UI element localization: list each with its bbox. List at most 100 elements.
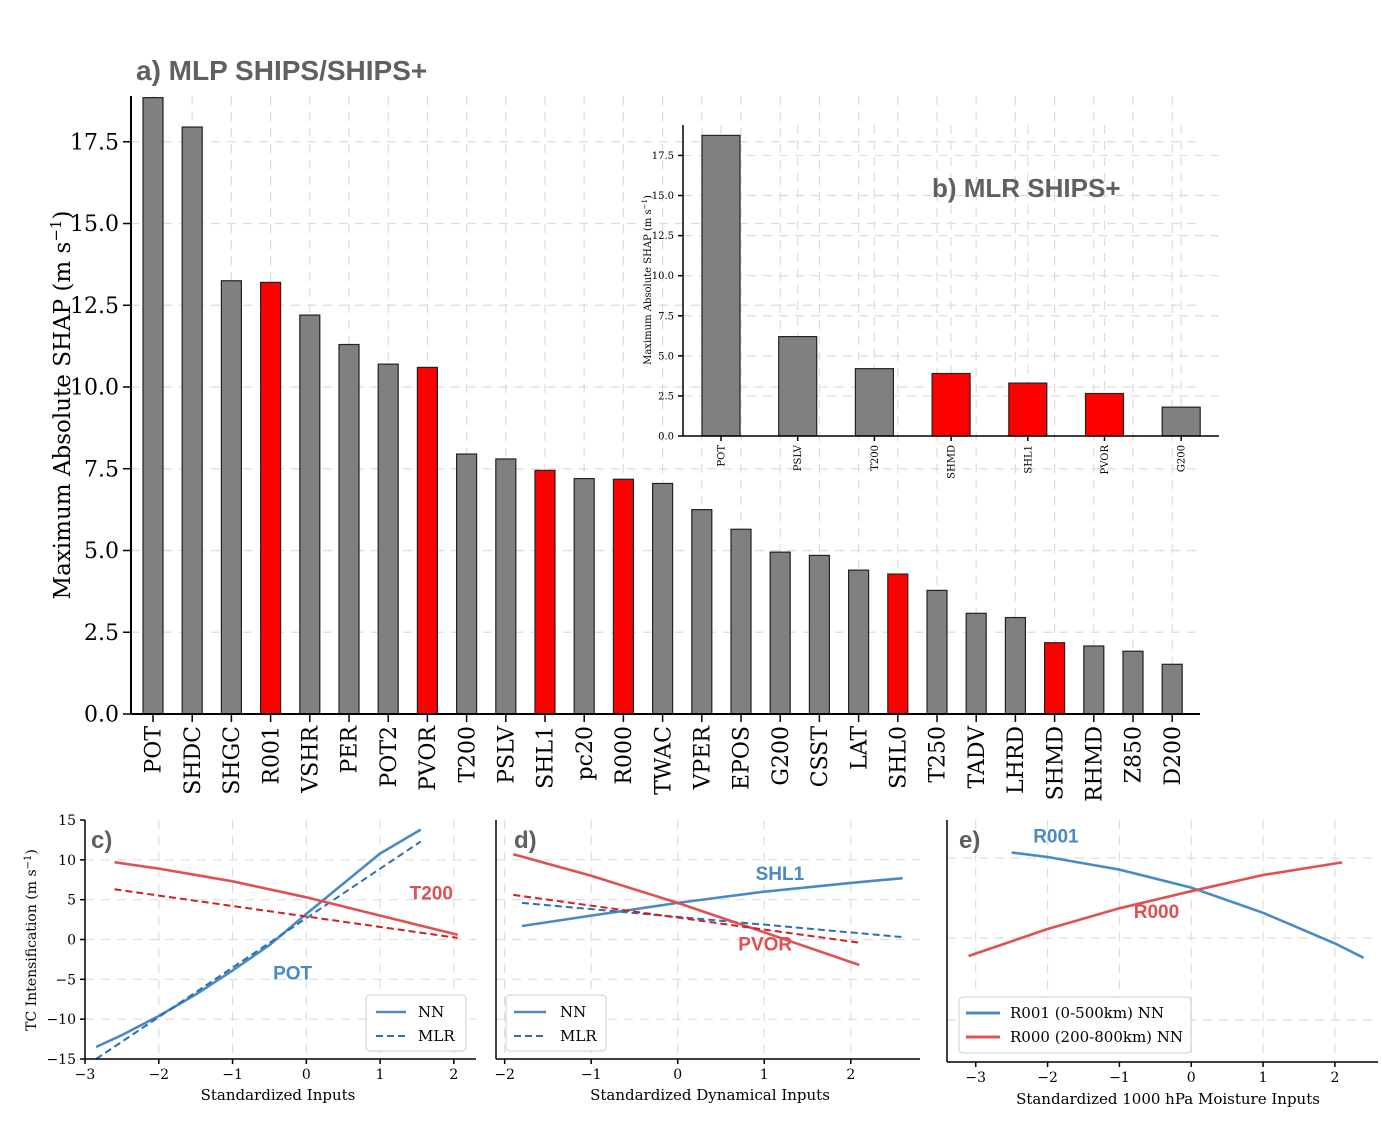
x-tick-label-shl1: SHL1: [1023, 445, 1034, 474]
bar-shl1: [1008, 382, 1048, 437]
series-pvor-mlr: [513, 893, 860, 944]
y-tick-label: 15: [58, 813, 76, 829]
x-tick-label-shmd: SHMD: [1043, 726, 1068, 800]
bar-rhmd: [1083, 645, 1105, 715]
bar-shl1: [534, 469, 556, 715]
x-tick-label: 1: [760, 1067, 769, 1083]
bar-tadv: [965, 612, 987, 715]
y-tick-label: 5.0: [658, 351, 674, 362]
y-tick-label: 15.0: [70, 212, 119, 237]
panel-a: 0.0 2.5 5.0 7.5 10.0 12.5 15.0 17.5 POT SHDC SHGC…: [47, 55, 1200, 802]
x-tick-label: −2: [494, 1067, 515, 1083]
series-r001-0-500km-nn: [1011, 851, 1365, 959]
annotation-pot: POT: [273, 963, 312, 984]
x-tick-label-shl0: SHL0: [887, 726, 912, 789]
x-tick-label-lhrd: LHRD: [1004, 726, 1029, 794]
x-tick-label-shmd: SHMD: [947, 445, 958, 479]
bar-shgc: [220, 280, 242, 715]
x-tick-label-r000: R000: [612, 726, 637, 785]
bar-pot: [142, 97, 164, 715]
bar-shdc: [181, 126, 203, 715]
x-tick-label-pot: POT: [142, 726, 167, 774]
bar-epos: [730, 528, 752, 715]
bar-shmd: [1043, 642, 1066, 715]
x-tick-label: 0: [302, 1067, 311, 1083]
bar-r001: [260, 281, 282, 715]
annotation-t200: T200: [410, 884, 453, 905]
panel-c-x-label: Standardized Inputs: [201, 1086, 356, 1104]
panel-b: 0.0 2.5 5.0 7.5 10.0 12.5 15.0 17.5 POT PSLV T200…: [641, 125, 1219, 479]
bar-vper: [691, 509, 713, 715]
x-tick-label-pvor: PVOR: [1100, 445, 1111, 475]
x-tick-label-z850: Z850: [1122, 726, 1147, 783]
x-tick-label: 1: [376, 1067, 385, 1083]
panel-d-x-label: Standardized Dynamical Inputs: [590, 1086, 830, 1104]
annotation-r001: R001: [1033, 827, 1079, 848]
y-tick-label: 5.0: [84, 539, 119, 564]
y-tick-label: 17.5: [70, 130, 119, 155]
bar-g200: [769, 551, 791, 715]
x-tick-label: 2: [449, 1067, 458, 1083]
bar-shmd: [931, 372, 971, 437]
panel-e-legend: R001 (0-500km) NN R000 (200-800km) NN: [958, 996, 1192, 1054]
panel-e: −3 −2 −1 0 1 2 e) Standardized 1000 hPa Moist…: [946, 820, 1378, 1108]
bar-twac: [651, 482, 674, 715]
series-pvor-nn: [512, 853, 860, 967]
legend-mlr-label: MLR: [418, 1027, 455, 1045]
series-r000-200-800km-nn: [968, 861, 1343, 958]
series-pot-mlr: [95, 840, 422, 1060]
bar-r000: [612, 478, 635, 715]
annotation-r000: R000: [1134, 902, 1179, 923]
panel-c-legend: NN MLR: [365, 994, 467, 1052]
x-tick-label: −2: [1037, 1070, 1058, 1086]
bar-pvor: [416, 366, 438, 715]
y-tick-label: 7.5: [84, 457, 119, 482]
bar-pot2: [377, 363, 399, 715]
panel-a-y-label: Maximum Absolute SHAP (m s−1): [47, 211, 76, 600]
bar-lat: [847, 569, 870, 715]
bar-per: [338, 343, 360, 715]
y-tick-label: 2.5: [658, 391, 674, 402]
x-tick-label-pot2: POT2: [377, 726, 402, 788]
y-tick-label: 12.5: [70, 294, 119, 319]
y-tick-label: −10: [46, 1012, 76, 1028]
series-t200-nn: [114, 860, 458, 936]
panel-b-title: b) MLR SHIPS+: [932, 173, 1121, 203]
bar-z850: [1122, 650, 1144, 715]
annotation-shl1: SHL1: [756, 864, 805, 885]
series-shl1-nn: [521, 876, 903, 928]
x-tick-label: −1: [222, 1067, 243, 1083]
x-tick-label-twac: TWAC: [651, 726, 676, 795]
panel-a-title: a) MLP SHIPS/SHIPS+: [136, 55, 427, 86]
bar-t200: [854, 368, 895, 437]
series-t200-mlr: [114, 888, 458, 939]
bar-t250: [926, 589, 948, 715]
x-tick-label-shdc: SHDC: [181, 726, 206, 795]
legend-nn-label: NN: [560, 1003, 586, 1021]
x-tick-label-t200: T200: [870, 445, 881, 471]
x-tick-label-t200: T200: [455, 726, 480, 783]
x-tick-label-pvor: PVOR: [416, 725, 441, 791]
legend-r000-label: R000 (200-800km) NN: [1010, 1028, 1183, 1046]
x-tick-label-pot: POT: [717, 445, 728, 467]
y-tick-label: 17.5: [652, 151, 674, 162]
x-tick-label-lat: LAT: [847, 726, 872, 770]
x-tick-label-pslv: PSLV: [793, 444, 804, 471]
annotation-pvor: PVOR: [738, 935, 792, 956]
x-tick-label: 0: [1187, 1070, 1196, 1086]
x-tick-label-shl1: SHL1: [534, 726, 559, 789]
panel-d-label: d): [514, 827, 537, 854]
y-tick-label: 10: [58, 853, 76, 869]
y-tick-label: 5: [67, 893, 76, 909]
y-tick-label: 0.0: [658, 432, 674, 443]
x-tick-label: −3: [75, 1067, 96, 1083]
y-tick-label: 7.5: [658, 311, 674, 322]
panel-e-label: e): [959, 827, 980, 854]
y-tick-label: −5: [55, 972, 76, 988]
x-tick-label: 0: [673, 1067, 682, 1083]
x-tick-label-vper: VPER: [691, 725, 716, 791]
panel-c-y-label: TC Intensification (m s−1): [23, 849, 41, 1031]
y-tick-label: 10.0: [652, 271, 674, 282]
